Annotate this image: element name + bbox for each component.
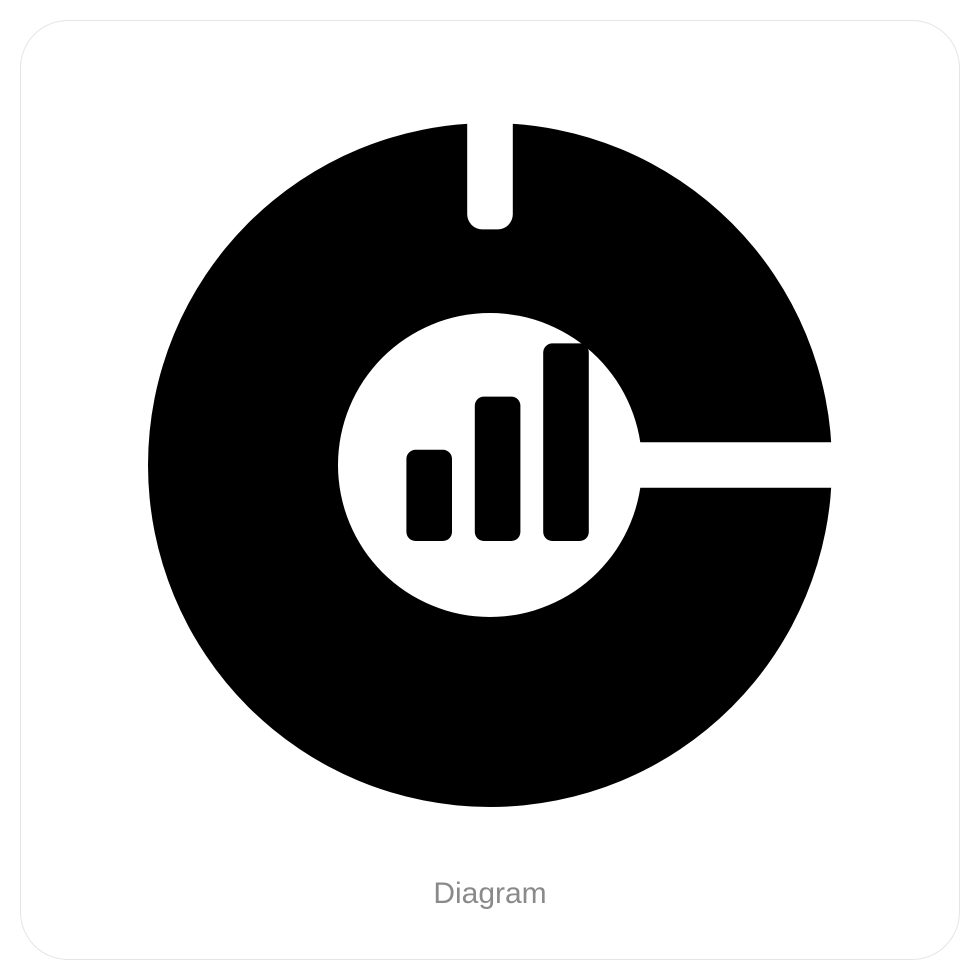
diagram-chart-icon	[110, 85, 870, 845]
icon-wrap	[61, 61, 919, 869]
icon-label: Diagram	[433, 877, 546, 911]
icon-card: Diagram	[20, 20, 960, 960]
